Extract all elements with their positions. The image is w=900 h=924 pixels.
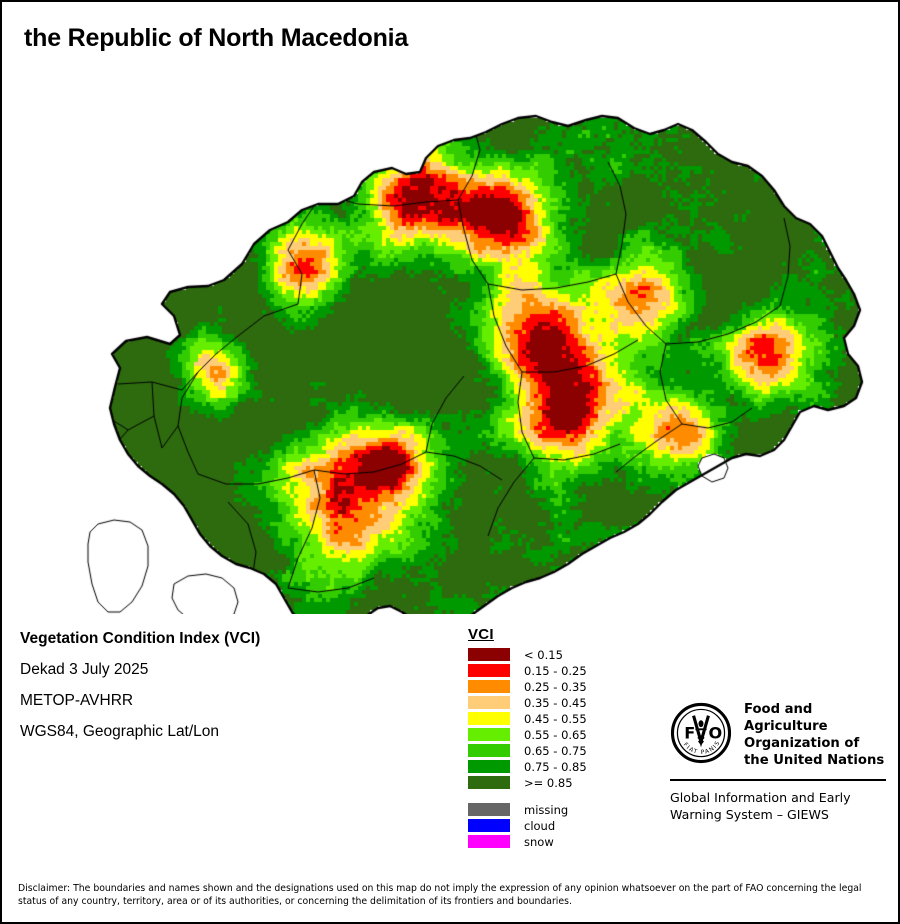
info-sensor: METOP-AVHRR	[20, 692, 134, 709]
vci-raster-canvas	[2, 54, 898, 614]
legend-class-swatch	[468, 776, 510, 789]
legend-class-row: 0.75 - 0.85	[468, 759, 658, 774]
fao-branding: F O FIAT PANIS Food and Agriculture Orga…	[670, 702, 886, 823]
vci-legend: VCI < 0.15 0.15 - 0.25 0.25 - 0.35 0.35 - 0…	[468, 626, 658, 850]
legend-class-row: 0.15 - 0.25	[468, 663, 658, 678]
svg-text:F: F	[684, 724, 695, 743]
legend-class-row: 0.35 - 0.45	[468, 695, 658, 710]
legend-special-swatch	[468, 835, 510, 848]
vci-map	[2, 54, 898, 614]
legend-class-swatch	[468, 648, 510, 661]
legend-class-label: 0.15 - 0.25	[524, 663, 587, 678]
legend-special-swatch	[468, 819, 510, 832]
info-projection: WGS84, Geographic Lat/Lon	[20, 723, 220, 740]
info-product: Vegetation Condition Index (VCI)	[20, 630, 261, 647]
svg-text:O: O	[708, 724, 722, 743]
legend-special-label: cloud	[524, 818, 556, 833]
legend-class-swatch	[468, 760, 510, 773]
fao-system-name: Global Information and Early Warning Sys…	[670, 789, 851, 822]
legend-special-label: snow	[524, 834, 554, 849]
legend-special-row: snow	[468, 834, 658, 849]
legend-special-label: missing	[524, 802, 569, 817]
legend-class-row: 0.45 - 0.55	[468, 711, 658, 726]
info-period: Dekad 3 July 2025	[20, 661, 149, 678]
legend-title: VCI	[468, 626, 494, 643]
legend-class-row: 0.25 - 0.35	[468, 679, 658, 694]
legend-special-list: missing cloud snow	[468, 802, 658, 849]
legend-class-label: 0.35 - 0.45	[524, 695, 587, 710]
legend-class-label: < 0.15	[524, 647, 563, 662]
legend-special-row: cloud	[468, 818, 658, 833]
legend-class-label: 0.45 - 0.55	[524, 711, 587, 726]
legend-class-swatch	[468, 696, 510, 709]
legend-class-label: 0.55 - 0.65	[524, 727, 587, 742]
legend-class-label: 0.25 - 0.35	[524, 679, 587, 694]
legend-class-row: < 0.15	[468, 647, 658, 662]
page-title: the Republic of North Macedonia	[24, 24, 409, 52]
legend-class-row: 0.55 - 0.65	[468, 727, 658, 742]
legend-class-label: 0.65 - 0.75	[524, 743, 587, 758]
map-disclaimer: Disclaimer: The boundaries and names sho…	[18, 883, 862, 908]
legend-class-swatch	[468, 728, 510, 741]
legend-class-swatch	[468, 712, 510, 725]
legend-class-label: 0.75 - 0.85	[524, 759, 587, 774]
legend-class-label: >= 0.85	[524, 775, 573, 790]
legend-class-list: < 0.15 0.15 - 0.25 0.25 - 0.35 0.35 - 0.45 0…	[468, 647, 658, 790]
legend-class-row: 0.65 - 0.75	[468, 743, 658, 758]
legend-class-row: >= 0.85	[468, 775, 658, 790]
legend-class-swatch	[468, 664, 510, 677]
legend-special-swatch	[468, 803, 510, 816]
legend-class-swatch	[468, 680, 510, 693]
fao-logo-icon: F O FIAT PANIS	[670, 702, 732, 764]
legend-spacer	[468, 791, 658, 802]
legend-class-swatch	[468, 744, 510, 757]
fao-logo-row: F O FIAT PANIS Food and Agriculture Orga…	[670, 702, 886, 770]
fao-divider	[670, 778, 886, 781]
legend-special-row: missing	[468, 802, 658, 817]
fao-organization-name: Food and Agriculture Organization of the…	[744, 702, 885, 768]
map-info-block: Vegetation Condition Index (VCI) Dekad 3…	[20, 630, 450, 754]
